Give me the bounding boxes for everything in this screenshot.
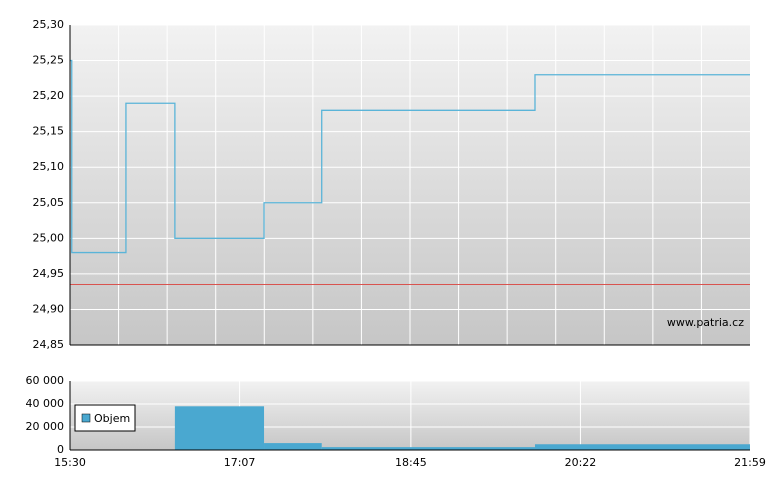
volume-bar bbox=[321, 447, 535, 450]
annotation: www.patria.cz bbox=[667, 316, 744, 329]
x-tick-label: 18:45 bbox=[395, 456, 427, 469]
y-tick-label: 60 000 bbox=[26, 374, 65, 387]
y-tick-label: 25,30 bbox=[33, 18, 65, 31]
y-tick-label: 25,25 bbox=[33, 54, 65, 67]
y-tick-label: 25,15 bbox=[33, 125, 65, 138]
y-tick-label: 40 000 bbox=[26, 397, 65, 410]
x-tick-label: 15:30 bbox=[54, 456, 86, 469]
y-tick-label: 25,00 bbox=[33, 231, 65, 244]
y-tick-label: 20 000 bbox=[26, 420, 65, 433]
x-tick-label: 17:07 bbox=[224, 456, 256, 469]
y-tick-label: 25,10 bbox=[33, 160, 65, 173]
plot-area bbox=[70, 381, 750, 450]
volume-bar bbox=[534, 444, 750, 450]
y-tick-label: 25,20 bbox=[33, 89, 65, 102]
x-tick-label: 20:22 bbox=[565, 456, 597, 469]
y-tick-label: 24,90 bbox=[33, 302, 65, 315]
y-tick-label: 25,05 bbox=[33, 196, 65, 209]
volume-bar bbox=[264, 443, 322, 450]
legend-label: Objem bbox=[94, 412, 130, 425]
volume-bar bbox=[174, 406, 265, 450]
legend-swatch bbox=[81, 413, 91, 423]
y-tick-label: 24,85 bbox=[33, 338, 65, 351]
price-line bbox=[70, 59, 750, 254]
x-tick-label: 21:59 bbox=[734, 456, 766, 469]
y-tick-label: 0 bbox=[57, 443, 64, 456]
y-tick-label: 24,95 bbox=[33, 267, 65, 280]
